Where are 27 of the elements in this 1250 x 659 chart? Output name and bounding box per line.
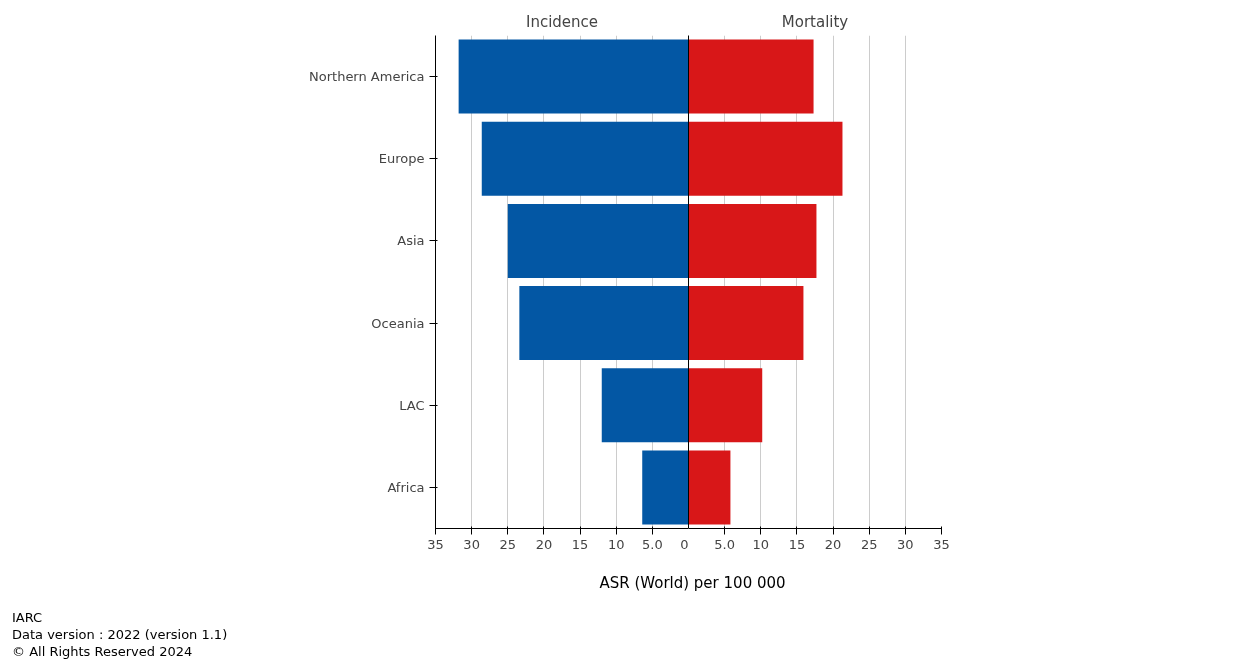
x-axis-title: ASR (World) per 100 000 bbox=[599, 573, 786, 594]
x-tick-label: 25 bbox=[499, 536, 517, 552]
text: © All Rights Reserved 2024 bbox=[12, 643, 194, 659]
y-tick-label: Asia bbox=[397, 233, 425, 249]
x-tick-label: 20 bbox=[535, 536, 553, 552]
x-tick-label: 15 bbox=[571, 536, 589, 552]
x-tick-label: 35 bbox=[427, 536, 444, 552]
y-tick-label: Africa bbox=[387, 479, 425, 495]
chart-title: Incidence bbox=[525, 12, 599, 31]
x-tick-label: 5.0 bbox=[714, 536, 735, 552]
x-tick-label: 20 bbox=[824, 536, 842, 552]
y-tick-label: LAC bbox=[399, 397, 425, 413]
x-tick-label: 15 bbox=[788, 536, 806, 552]
y-tick-label: Europe bbox=[378, 151, 425, 167]
x-tick-label: 10 bbox=[607, 536, 625, 552]
x-tick-label: 5.0 bbox=[642, 536, 663, 552]
text: Data version : 2022 (version 1.1) bbox=[12, 626, 228, 643]
chart-title: Mortality bbox=[781, 12, 849, 31]
text: IARC bbox=[12, 609, 44, 626]
x-tick-label: 35 bbox=[933, 536, 950, 552]
x-tick-label: 30 bbox=[463, 536, 480, 552]
x-tick-label: 10 bbox=[752, 536, 770, 552]
y-tick-label: Northern America bbox=[309, 69, 425, 85]
x-tick-label: 0 bbox=[680, 536, 689, 552]
x-tick-label: 25 bbox=[860, 536, 878, 552]
y-tick-label: Oceania bbox=[371, 315, 425, 331]
x-tick-label: 30 bbox=[897, 536, 914, 552]
